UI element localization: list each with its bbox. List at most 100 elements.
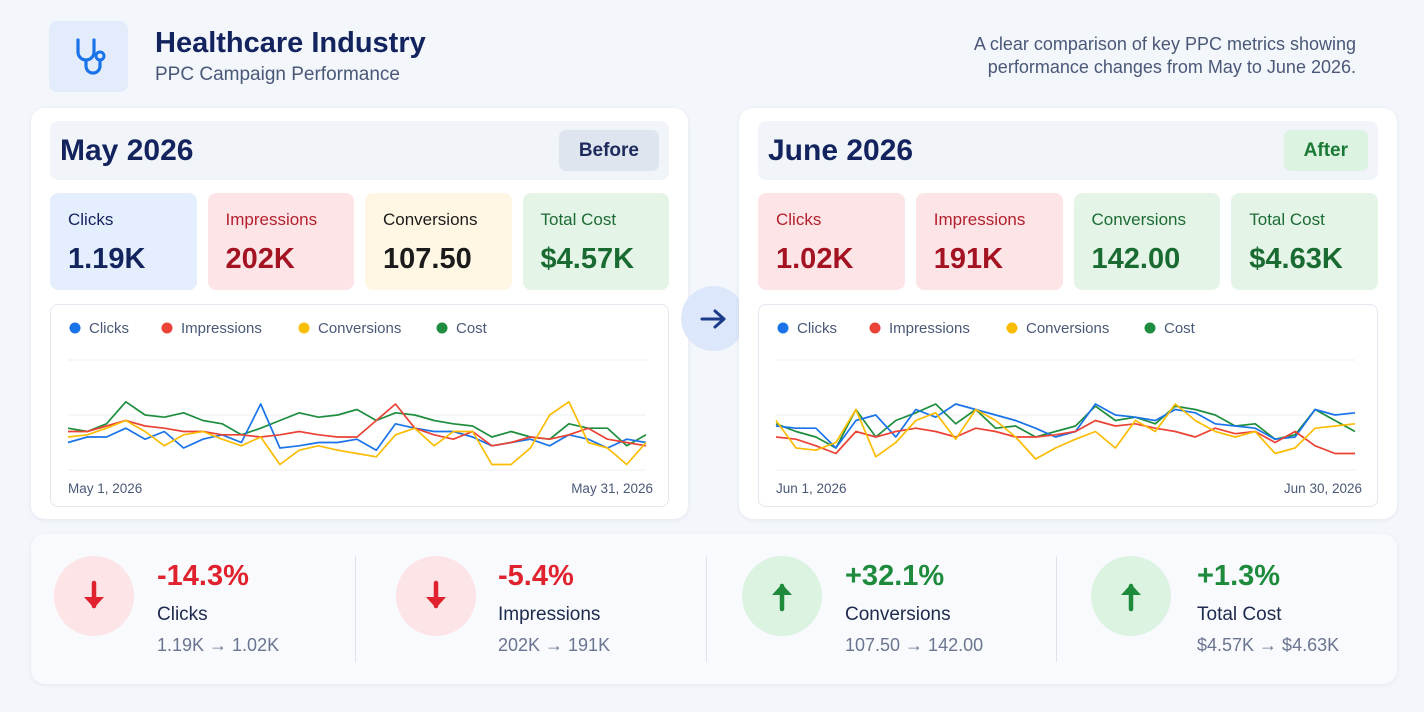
change-percent: -5.4% bbox=[498, 560, 574, 592]
impressions-card: Impressions 191K bbox=[915, 193, 1063, 290]
metric-cards: Clicks 1.19K Impressions 202K Conversion… bbox=[50, 193, 669, 290]
card-label: Conversions bbox=[1091, 210, 1187, 229]
card-label: Impressions bbox=[933, 210, 1026, 229]
legend-dot bbox=[436, 322, 448, 334]
clicks-card: Clicks 1.19K bbox=[50, 193, 197, 290]
card-value: 191K bbox=[933, 243, 1004, 275]
stethoscope-icon bbox=[75, 37, 105, 75]
after-badge: After bbox=[1283, 130, 1368, 171]
legend-label: Conversions bbox=[318, 320, 401, 337]
page-subtitle: PPC Campaign Performance bbox=[155, 64, 400, 85]
june-panel: June 2026 After Clicks 1.02K Impressions… bbox=[739, 108, 1397, 519]
may-chart-box: Clicks Impressions Conversions Cost May 1, 2… bbox=[50, 304, 669, 507]
metric-change: 1.19K → 1.02K bbox=[157, 635, 280, 655]
series-line-impressions bbox=[68, 403, 647, 447]
arrow-right-icon bbox=[700, 309, 725, 328]
card-value: $4.57K bbox=[540, 243, 635, 275]
card-label: Total Cost bbox=[540, 210, 617, 229]
june-line-chart: Clicks Impressions Conversions Cost Jun 1, 2… bbox=[775, 320, 1362, 496]
legend-dot bbox=[69, 322, 81, 334]
metric-name: Conversions bbox=[845, 604, 951, 625]
metric-change: 202K → 191K bbox=[498, 635, 611, 655]
metric-name: Total Cost bbox=[1197, 604, 1282, 625]
june-chart-box: Clicks Impressions Conversions Cost Jun 1, 2… bbox=[758, 304, 1378, 507]
legend-label: Cost bbox=[1164, 320, 1196, 337]
series-line-clicks bbox=[775, 403, 1356, 449]
arrow-down-icon bbox=[426, 580, 446, 609]
legend-label: Impressions bbox=[181, 320, 262, 337]
legend-label: Impressions bbox=[889, 320, 970, 337]
legend-dot bbox=[1006, 322, 1018, 334]
card-value: 1.02K bbox=[776, 243, 854, 275]
trend-circle bbox=[742, 556, 822, 636]
legend-dot bbox=[869, 322, 881, 334]
legend-dot bbox=[1144, 322, 1156, 334]
trend-circle bbox=[54, 556, 134, 636]
total-cost-card: Total Cost $4.57K bbox=[522, 193, 669, 290]
card-value: 1.19K bbox=[68, 243, 146, 275]
panel-header: June 2026 After bbox=[758, 121, 1378, 180]
series-line-conversions bbox=[775, 403, 1356, 460]
arrow-up-icon bbox=[1121, 583, 1141, 612]
metric-change: 107.50 → 142.00 bbox=[845, 635, 984, 655]
arrow-up-icon bbox=[772, 583, 792, 612]
impressions-card: Impressions 202K bbox=[207, 193, 354, 290]
x-end-label: Jun 30, 2026 bbox=[1284, 481, 1362, 496]
x-end-label: May 31, 2026 bbox=[571, 481, 653, 496]
legend-dot bbox=[161, 322, 173, 334]
conversions-card: Conversions 107.50 bbox=[365, 193, 512, 290]
x-start-label: Jun 1, 2026 bbox=[776, 481, 847, 496]
conversions-card: Conversions 142.00 bbox=[1073, 193, 1221, 290]
series-line-conversions bbox=[67, 400, 647, 466]
page-title: Healthcare Industry bbox=[155, 27, 426, 59]
summary-divider bbox=[706, 556, 707, 662]
trend-circle bbox=[396, 556, 476, 636]
legend-label: Clicks bbox=[89, 320, 129, 337]
page-description: A clear comparison of key PPC metrics sh… bbox=[973, 34, 1356, 77]
summary-impressions: -5.4% Impressions 202K → 191K bbox=[373, 534, 703, 684]
total-cost-card: Total Cost $4.63K bbox=[1231, 193, 1378, 290]
clicks-card: Clicks 1.02K bbox=[758, 193, 905, 290]
card-label: Total Cost bbox=[1249, 210, 1325, 229]
change-summary: -14.3% Clicks 1.19K → 1.02K -5.4% Impres… bbox=[31, 534, 1397, 684]
metric-change: $4.57K → $4.63K bbox=[1197, 635, 1340, 655]
summary-conversions: +32.1% Conversions 107.50 → 142.00 bbox=[719, 534, 1054, 684]
legend-label: Cost bbox=[456, 320, 488, 337]
legend-dot bbox=[298, 322, 310, 334]
comparison-arrow bbox=[681, 286, 746, 351]
change-percent: +32.1% bbox=[845, 560, 945, 592]
summary-divider bbox=[1056, 556, 1057, 662]
summary-divider bbox=[355, 556, 356, 662]
change-percent: +1.3% bbox=[1197, 560, 1281, 592]
metric-name: Clicks bbox=[157, 604, 208, 625]
card-value: $4.63K bbox=[1249, 243, 1343, 275]
series-line-clicks bbox=[67, 403, 647, 452]
panel-month: June 2026 bbox=[768, 134, 914, 167]
panel-month: May 2026 bbox=[60, 134, 194, 167]
card-label: Conversions bbox=[383, 210, 478, 229]
legend-dot bbox=[777, 322, 789, 334]
header-icon-tile bbox=[49, 21, 128, 92]
metric-name: Impressions bbox=[498, 604, 601, 625]
card-label: Impressions bbox=[225, 210, 318, 229]
before-badge: Before bbox=[558, 130, 659, 171]
series-line-impressions bbox=[775, 419, 1355, 455]
summary-clicks: -14.3% Clicks 1.19K → 1.02K bbox=[31, 534, 356, 684]
may-line-chart: Clicks Impressions Conversions Cost May 1, 2… bbox=[67, 320, 653, 496]
card-label: Clicks bbox=[776, 210, 822, 229]
legend-label: Conversions bbox=[1026, 320, 1109, 337]
legend-label: Clicks bbox=[797, 320, 837, 337]
metric-cards: Clicks 1.02K Impressions 191K Conversion… bbox=[758, 193, 1378, 290]
change-percent: -14.3% bbox=[157, 560, 249, 592]
summary-total-cost: +1.3% Total Cost $4.57K → $4.63K bbox=[1068, 534, 1388, 684]
card-label: Clicks bbox=[68, 210, 114, 229]
panel-header: May 2026 Before bbox=[50, 121, 669, 180]
card-value: 107.50 bbox=[383, 243, 472, 275]
arrow-down-icon bbox=[84, 580, 104, 609]
x-start-label: May 1, 2026 bbox=[68, 481, 142, 496]
card-value: 202K bbox=[225, 243, 295, 275]
series-line-cost bbox=[775, 403, 1356, 449]
card-value: 142.00 bbox=[1091, 243, 1181, 275]
trend-circle bbox=[1091, 556, 1171, 636]
may-panel: May 2026 Before Clicks 1.19K Impressions… bbox=[31, 108, 688, 519]
